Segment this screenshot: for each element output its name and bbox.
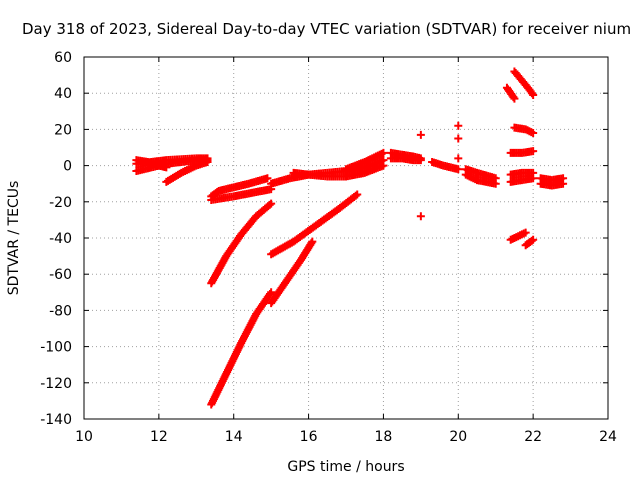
data-point-marker xyxy=(379,161,388,170)
series-arc-ae xyxy=(521,235,538,250)
series-arc-t xyxy=(454,134,463,143)
y-tick-label: -40 xyxy=(49,231,72,247)
series-arc-c xyxy=(132,156,212,176)
x-axis-label: GPS time / hours xyxy=(287,459,404,475)
data-point-marker xyxy=(203,157,212,166)
data-point-marker xyxy=(267,288,276,297)
x-tick-label: 22 xyxy=(524,429,542,445)
series-arc-r xyxy=(428,157,463,174)
series-arc-p xyxy=(416,130,425,139)
data-point-marker xyxy=(527,236,536,245)
axis-ticks xyxy=(83,56,609,420)
x-tick-label: 18 xyxy=(375,429,393,445)
data-point-marker xyxy=(510,94,519,103)
series-arc-h xyxy=(207,288,276,409)
data-point-marker xyxy=(307,239,316,248)
series-arc-j xyxy=(267,190,362,259)
y-tick-label: -100 xyxy=(40,340,72,356)
series-arc-y xyxy=(510,67,538,100)
data-point-marker xyxy=(529,147,538,156)
data-point-marker xyxy=(529,91,538,100)
data-point-marker xyxy=(353,190,362,199)
data-point-marker xyxy=(267,199,276,208)
y-tick-label: -20 xyxy=(49,195,72,211)
series-arc-aa xyxy=(506,147,538,157)
data-point-marker xyxy=(454,121,463,130)
data-point-marker xyxy=(491,179,500,188)
data-point-marker xyxy=(416,156,425,165)
data-point-marker xyxy=(529,129,538,138)
data-point-marker xyxy=(379,148,388,157)
series-arc-m xyxy=(342,148,388,174)
data-point-marker xyxy=(454,165,463,174)
data-point-marker xyxy=(529,235,538,244)
chart-title: Day 318 of 2023, Sidereal Day-to-day VTE… xyxy=(22,20,631,38)
y-tick-label: -140 xyxy=(40,412,72,428)
data-point-marker xyxy=(559,179,568,188)
x-tick-label: 10 xyxy=(75,429,93,445)
series-arc-ag xyxy=(536,179,568,190)
data-point-marker xyxy=(454,134,463,143)
data-point-marker xyxy=(416,212,425,221)
data-point-marker xyxy=(529,174,538,183)
data-point-marker xyxy=(509,93,518,102)
x-tick-label: 20 xyxy=(449,429,467,445)
data-points xyxy=(132,67,568,409)
y-tick-label: -80 xyxy=(49,303,72,319)
series-arc-ac xyxy=(506,174,538,186)
series-arc-o xyxy=(386,154,425,165)
y-axis-label: SDTVAR / TECUs xyxy=(6,181,22,296)
tick-labels: 10 12 14 16 18 20 22 24 -140 -120 -100 -80 -60 -40 -20… xyxy=(40,50,617,445)
y-tick-label: -60 xyxy=(49,267,72,283)
y-tick-label: 20 xyxy=(54,122,72,138)
data-point-marker xyxy=(454,154,463,163)
series-arc-d xyxy=(162,157,212,186)
series-arc-u xyxy=(454,154,463,163)
data-point-marker xyxy=(308,237,317,246)
x-tick-label: 24 xyxy=(599,429,617,445)
data-point-marker xyxy=(263,174,272,183)
y-tick-label: 0 xyxy=(63,159,72,175)
data-point-marker xyxy=(521,228,530,237)
series-arc-q xyxy=(416,212,425,221)
series-arc-ab xyxy=(506,168,538,179)
data-point-marker xyxy=(351,191,360,200)
series-arc-ad xyxy=(506,228,530,244)
data-point-marker xyxy=(416,130,425,139)
series-arc-x xyxy=(502,83,519,103)
series-arc-z xyxy=(510,123,538,138)
series-arc-w xyxy=(461,170,500,188)
x-tick-label: 16 xyxy=(300,429,318,445)
data-point-marker xyxy=(265,200,274,209)
series-arc-s xyxy=(454,121,463,130)
series-arc-i xyxy=(267,237,317,308)
y-tick-label: -120 xyxy=(40,376,72,392)
x-tick-label: 12 xyxy=(150,429,168,445)
y-tick-label: 60 xyxy=(54,50,72,66)
series-arc-f xyxy=(207,185,276,204)
y-tick-label: 40 xyxy=(54,86,72,102)
series-arc-g xyxy=(207,199,276,288)
series-arc-l xyxy=(289,161,388,181)
x-tick-label: 14 xyxy=(225,429,243,445)
